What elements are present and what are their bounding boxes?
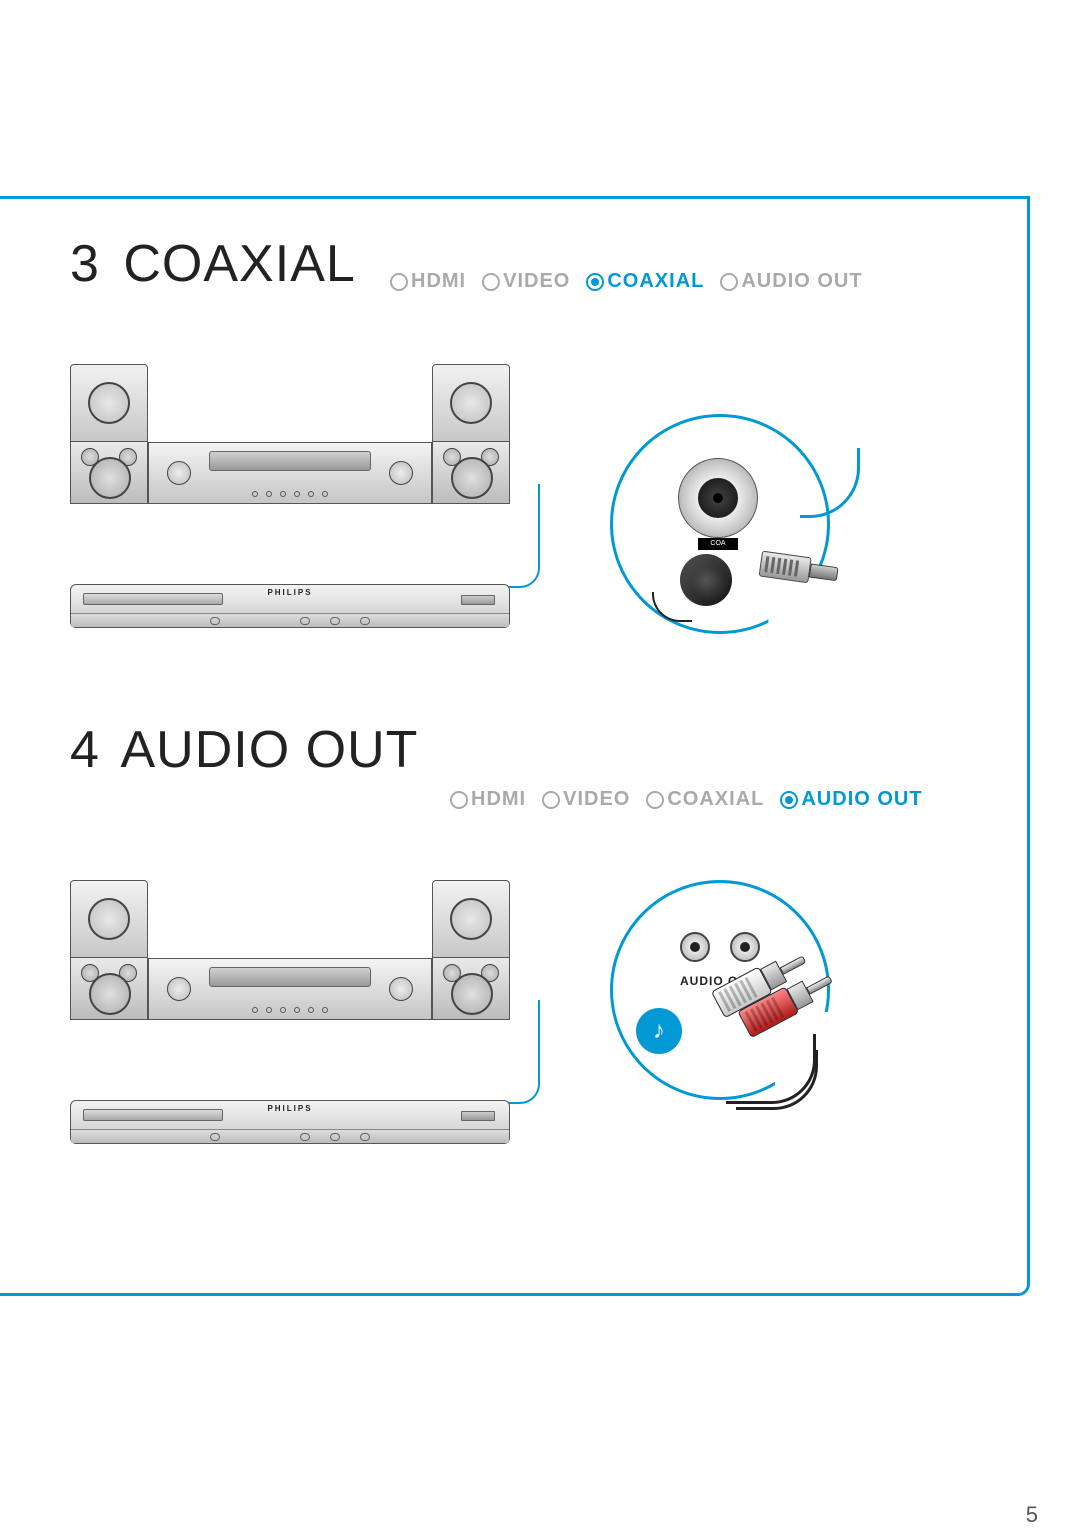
callout-audioout: AUDIO OUT ♪ [610, 880, 830, 1100]
opt-video: VIDEO [542, 788, 630, 811]
section-coaxial: 3 COAXIAL HDMI VIDEO COAXIAL AUDIO OUT [70, 234, 970, 294]
opt-hdmi: HDMI [390, 270, 466, 293]
callout-coaxial: COA [610, 414, 830, 634]
diagram-audioout: PHILIPS [70, 880, 510, 1144]
options-row: HDMI VIDEO COAXIAL AUDIO OUT [450, 788, 923, 811]
coax-port-icon [678, 458, 758, 538]
section-audioout: 4 AUDIO OUT HDMI VIDEO COAXIAL AUDIO OUT [70, 720, 970, 780]
music-icon: ♪ [636, 1008, 682, 1054]
opt-hdmi: HDMI [450, 788, 526, 811]
rca-wires-icon [726, 1034, 826, 1114]
speaker-left [70, 364, 148, 504]
rca-ports [680, 932, 760, 962]
stereo-system [70, 880, 510, 1040]
speaker-right [432, 880, 510, 1020]
speaker-left [70, 880, 148, 1020]
diagram-coaxial: PHILIPS [70, 364, 510, 628]
options-row: HDMI VIDEO COAXIAL AUDIO OUT [390, 270, 863, 293]
cable-icon [490, 1000, 540, 1104]
rca-port-red-icon [730, 932, 760, 962]
speaker-right [432, 364, 510, 504]
section-number: 4 [70, 721, 100, 779]
opt-coaxial: COAXIAL [646, 788, 764, 811]
cable-icon [490, 484, 540, 588]
dvd-player: PHILIPS [70, 584, 510, 628]
opt-coaxial: COAXIAL [586, 270, 704, 293]
coax-port-label: COA [698, 538, 738, 550]
heading-audioout: 4 AUDIO OUT [70, 720, 970, 780]
section-title: AUDIO OUT [121, 721, 419, 779]
dvd-player: PHILIPS [70, 1100, 510, 1144]
page-number: 5 [1026, 1502, 1038, 1528]
receiver [148, 442, 432, 504]
opt-audioout: AUDIO OUT [780, 788, 922, 811]
section-title: COAXIAL [123, 235, 355, 293]
section-number: 3 [70, 235, 100, 293]
opt-video: VIDEO [482, 270, 570, 293]
receiver [148, 958, 432, 1020]
stereo-system [70, 364, 510, 524]
rca-port-white-icon [680, 932, 710, 962]
opt-audioout: AUDIO OUT [720, 270, 862, 293]
